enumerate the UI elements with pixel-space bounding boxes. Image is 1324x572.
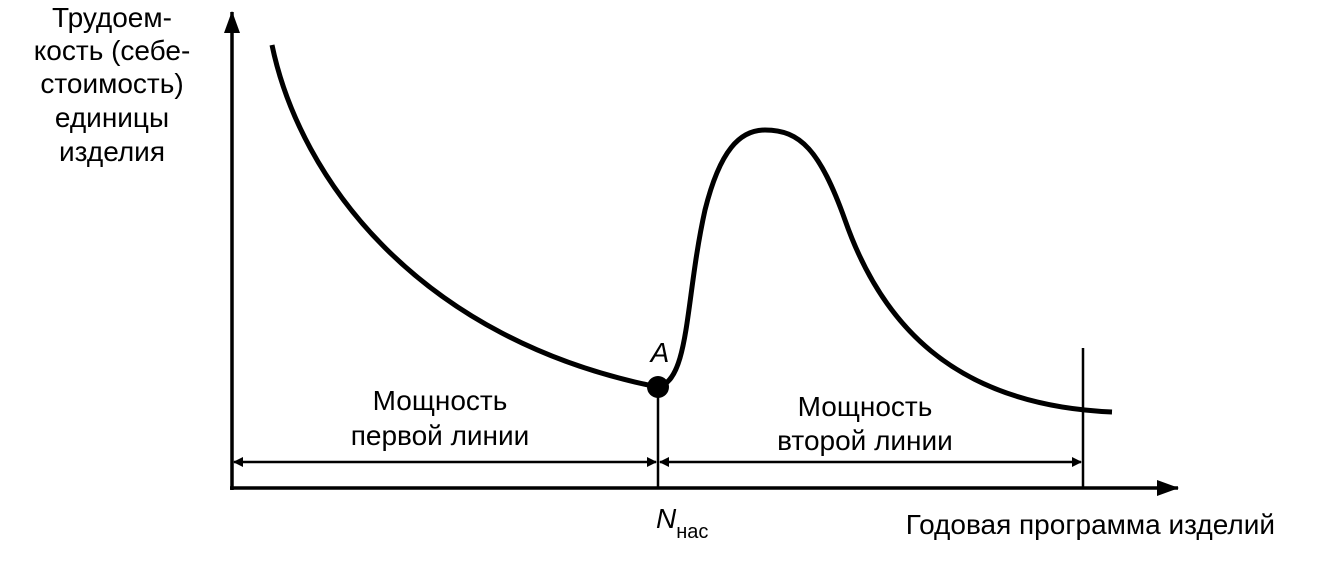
marker-symbol: N: [656, 503, 677, 534]
point-label: A: [649, 337, 670, 368]
marker-subscript: нас: [676, 521, 708, 543]
marker-label: Nнас: [656, 503, 708, 543]
y-label-line: изделия: [59, 136, 165, 167]
cost-curve: [269, 44, 1113, 415]
y-label-line: стоимость): [40, 68, 183, 99]
y-axis-label: Трудоем- кость (себе- стоимость) единицы…: [34, 2, 191, 167]
y-label-line: кость (себе-: [34, 35, 191, 66]
range-label: Мощность: [373, 385, 508, 416]
range-label: второй линии: [777, 425, 953, 456]
range-label: Мощность: [798, 391, 933, 422]
x-axis-label: Годовая программа изделий: [906, 509, 1275, 540]
y-label-line: Трудоем-: [52, 2, 172, 33]
range-label: первой линии: [351, 420, 530, 451]
y-label-line: единицы: [55, 102, 169, 133]
